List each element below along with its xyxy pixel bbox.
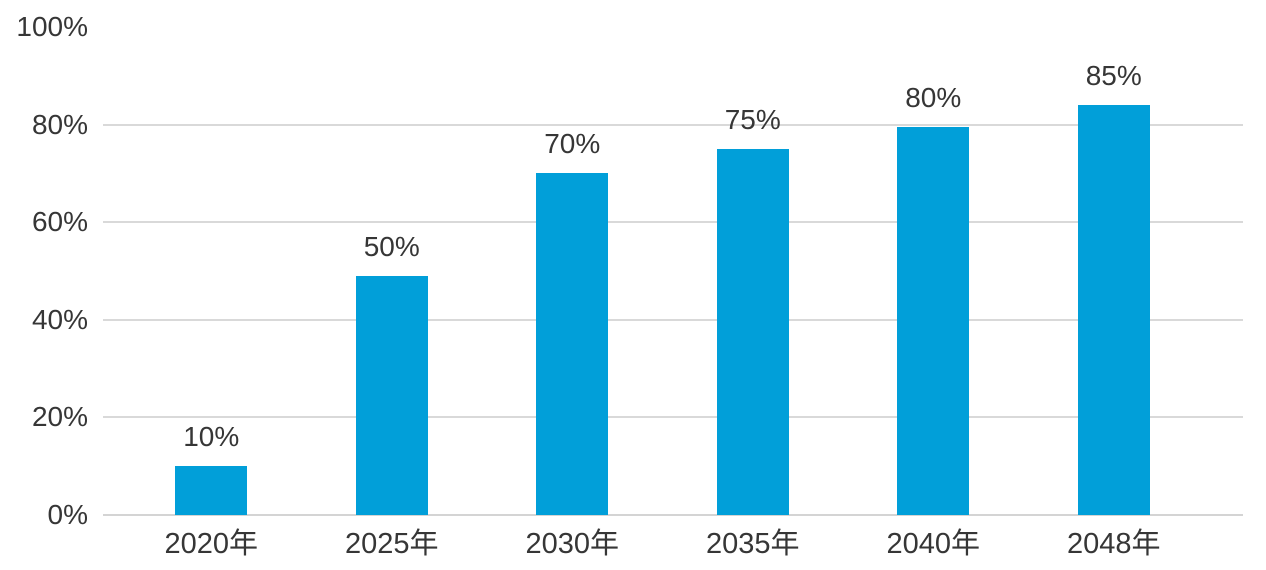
- gridline: [103, 514, 1243, 516]
- y-tick-label: 40%: [31, 303, 88, 335]
- bar: [536, 173, 609, 515]
- gridline: [103, 416, 1243, 419]
- bar-band: 85%: [1024, 27, 1205, 515]
- bar-value-label: 10%: [183, 421, 240, 453]
- bar-value-label: 50%: [363, 230, 420, 262]
- bar: [1077, 105, 1150, 515]
- bar-value-label: 85%: [1085, 60, 1142, 92]
- gridline: [103, 221, 1243, 224]
- x-tick-label: 2040年: [886, 528, 980, 560]
- bar-value-label: 75%: [724, 104, 781, 135]
- x-tick-label: 2030年: [525, 528, 619, 560]
- gridline: [103, 123, 1243, 126]
- x-tick-label: 2048年: [1066, 528, 1161, 560]
- x-tick-label: 2025年: [344, 528, 439, 560]
- x-axis: 2020年 2025年 2030年 2035年 2040年 2048年: [121, 524, 1204, 564]
- bar: [175, 466, 248, 515]
- x-tick-label: 2020年: [164, 528, 258, 560]
- bar-band: 75%: [663, 27, 844, 515]
- bar-band: 80%: [843, 27, 1024, 515]
- bar-value-label: 80%: [905, 82, 962, 114]
- y-tick-label: 60%: [31, 206, 88, 238]
- y-tick-label: 20%: [31, 401, 88, 433]
- y-tick-label: 80%: [31, 108, 88, 140]
- bar: [355, 275, 428, 515]
- bar-value-label: 70%: [544, 128, 601, 160]
- bar: [716, 149, 789, 515]
- bar-band: 70%: [482, 27, 663, 515]
- y-axis: 0% 20% 40% 60% 80% 100%: [0, 0, 88, 570]
- bar-band: 10%: [121, 27, 302, 515]
- plot-area: 10% 50% 70% 75% 80% 85%: [121, 27, 1204, 515]
- bar-band: 50%: [302, 27, 483, 515]
- x-tick-label: 2035年: [705, 528, 800, 560]
- y-tick-label: 100%: [16, 11, 88, 42]
- bar: [897, 127, 970, 515]
- gridline: [103, 318, 1243, 321]
- y-tick-label: 0%: [47, 499, 88, 530]
